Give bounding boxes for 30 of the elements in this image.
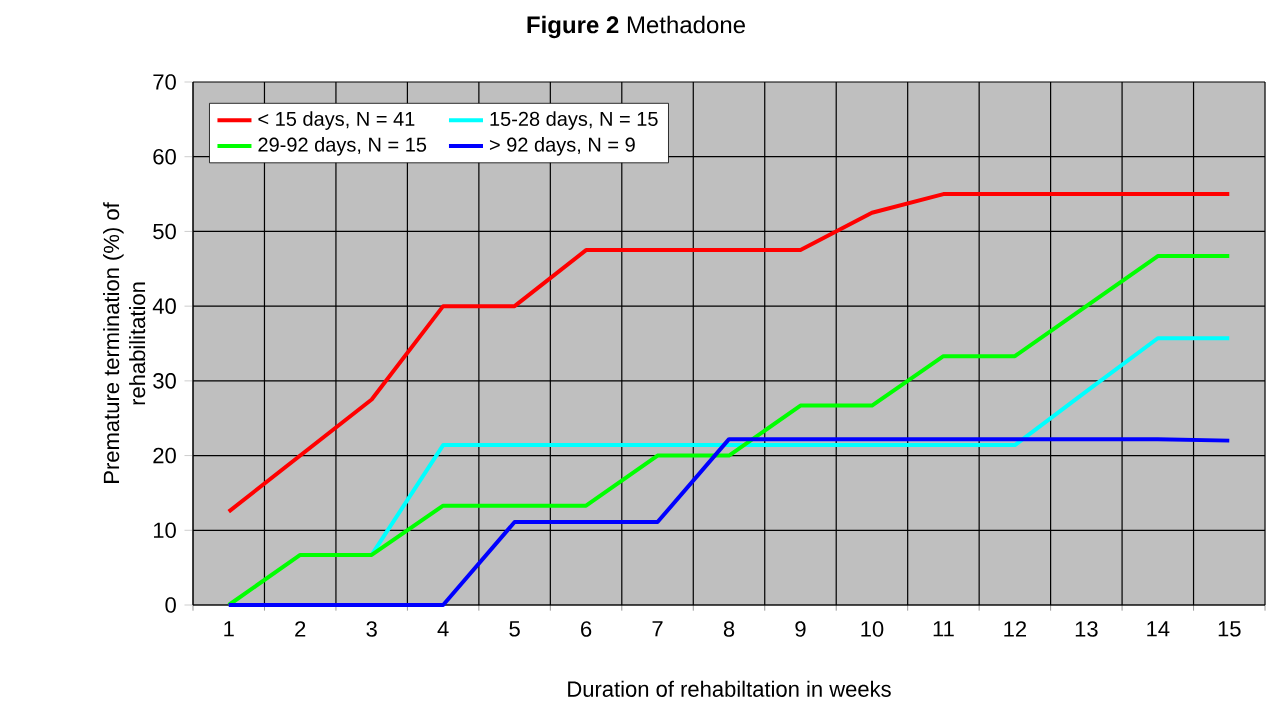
x-axis-title: Duration of rehabiltation in weeks — [568, 680, 891, 697]
y-axis-title: Premature termination (%) of rehabilitation — [103, 202, 146, 483]
y-tick-label: 20 — [153, 447, 176, 464]
y-tick-label: 30 — [153, 373, 176, 389]
chart-title: Figure 2 Methadone — [527, 15, 745, 39]
legend-label: 29-92 days, N = 15 — [258, 137, 427, 156]
legend-label: < 15 days, N = 41 — [258, 111, 415, 130]
y-tick-label: 70 — [153, 74, 176, 90]
x-tick-label: 5 — [509, 621, 520, 637]
x-tick-label: 7 — [652, 621, 663, 637]
y-tick-label: 0 — [165, 597, 176, 613]
x-tick-label: 2 — [295, 621, 306, 637]
x-tick-label: 3 — [366, 621, 377, 637]
x-tick-label: 9 — [795, 621, 806, 637]
x-tick-label: 10 — [861, 621, 884, 637]
x-tick-label: 15 — [1218, 621, 1241, 637]
legend-label: 15-28 days, N = 15 — [490, 111, 658, 130]
y-tick-label: 10 — [153, 522, 176, 539]
x-tick-label: 6 — [581, 621, 592, 637]
x-tick-label: 4 — [437, 621, 449, 637]
x-tick-label: 11 — [933, 621, 954, 637]
x-tick-label: 12 — [1004, 621, 1026, 637]
y-tick-label: 50 — [153, 223, 176, 240]
x-tick-label: 8 — [723, 621, 735, 637]
legend-label: > 92 days, N = 9 — [489, 137, 635, 156]
x-tick-label: 1 — [224, 621, 234, 637]
y-tick-label: 40 — [152, 298, 176, 314]
x-tick-label: 13 — [1075, 621, 1098, 637]
x-tick-label: 14 — [1147, 621, 1170, 637]
y-tick-label: 60 — [153, 148, 176, 165]
